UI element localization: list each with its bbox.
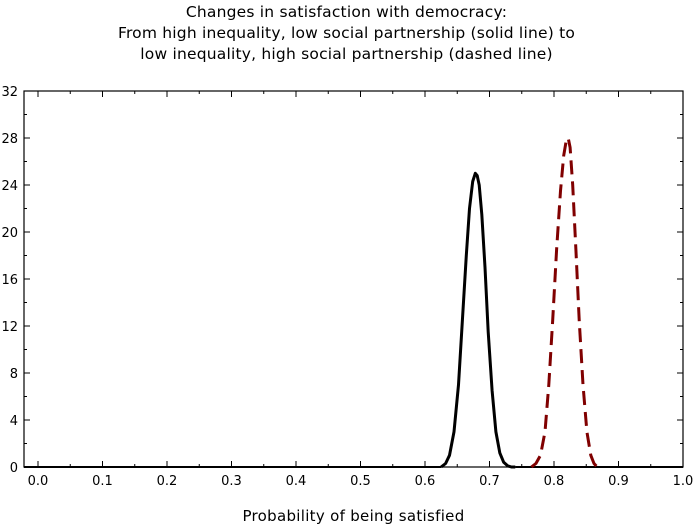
- y-tick-label: 12: [1, 320, 18, 335]
- chart-title-line-2: From high inequality, low social partner…: [117, 24, 576, 42]
- y-tick-label: 4: [10, 414, 18, 429]
- y-tick-label: 24: [1, 179, 18, 194]
- y-tick-label: 8: [10, 367, 18, 382]
- x-tick-label: 0.4: [286, 474, 307, 489]
- x-tick-label: 0.8: [544, 474, 565, 489]
- x-tick-label: 0.3: [221, 474, 242, 489]
- series-lines: [440, 136, 599, 469]
- y-tick-label: 20: [1, 226, 18, 241]
- x-tick-label: 0.7: [479, 474, 500, 489]
- chart-title: Changes in satisfaction with democracy: …: [0, 2, 693, 65]
- x-tick-label: 0.2: [157, 474, 178, 489]
- x-tick-label: 0.6: [415, 474, 436, 489]
- x-tick-label: 0.0: [28, 474, 49, 489]
- series-solid-line: [440, 171, 516, 469]
- y-tick-label: 32: [1, 85, 18, 100]
- axis-ticks: [24, 90, 684, 468]
- x-tick-label: 0.9: [608, 474, 629, 489]
- plot-frame: [23, 90, 684, 468]
- y-tick-label: 16: [1, 273, 18, 288]
- chart-title-line-3: low inequality, high social partnership …: [140, 45, 553, 63]
- x-tick-label: 1.0: [673, 474, 693, 489]
- y-tick-labels: 0 4 8 12 16 20 24 28 32: [1, 85, 18, 476]
- x-tick-label: 0.5: [350, 474, 371, 489]
- x-tick-label: 0.1: [92, 474, 113, 489]
- chart-title-line-1: Changes in satisfaction with democracy:: [185, 3, 508, 21]
- x-tick-labels: 0.0 0.1 0.2 0.3 0.4 0.5 0.6 0.7 0.8 0.9 1.0: [28, 474, 693, 489]
- x-axis-label: Probability of being satisfied: [242, 507, 464, 525]
- y-tick-label: 28: [1, 132, 18, 147]
- y-tick-label: 0: [10, 461, 18, 476]
- series-dashed-line: [530, 136, 599, 469]
